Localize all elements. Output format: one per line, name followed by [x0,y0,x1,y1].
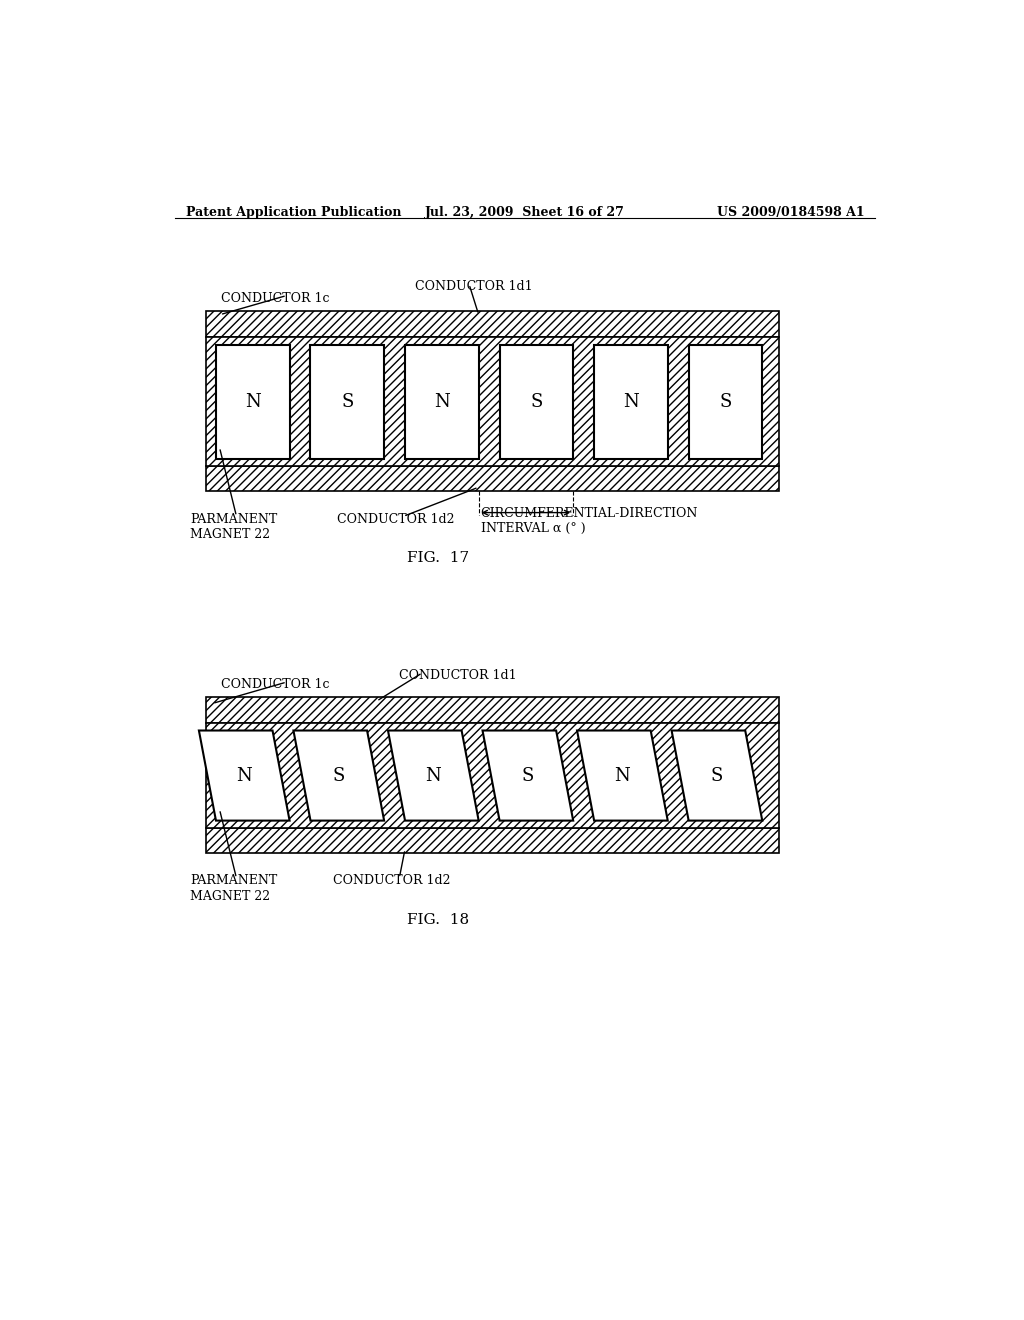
Text: Patent Application Publication: Patent Application Publication [186,206,401,219]
Text: S: S [719,393,731,411]
Bar [206,312,779,337]
Text: PARMANENT
MAGNET 22: PARMANENT MAGNET 22 [190,512,278,541]
Bar [206,466,779,491]
Polygon shape [482,730,573,821]
Bar [689,345,762,459]
Text: CONDUCTOR 1c: CONDUCTOR 1c [221,678,330,692]
Bar [206,829,779,853]
Text: S: S [333,767,345,784]
Bar [310,345,384,459]
Text: S: S [341,393,353,411]
Text: S: S [530,393,543,411]
Text: N: N [623,393,639,411]
Bar [206,723,779,829]
Text: Jul. 23, 2009  Sheet 16 of 27: Jul. 23, 2009 Sheet 16 of 27 [425,206,625,219]
Bar [594,345,668,459]
Bar [216,345,290,459]
Bar [206,697,779,723]
Polygon shape [294,730,384,821]
Text: CIRCUMFERENTIAL-DIRECTION
INTERVAL α (° ): CIRCUMFERENTIAL-DIRECTION INTERVAL α (° … [480,507,698,535]
Text: FIG.  18: FIG. 18 [407,913,469,927]
Text: CONDUCTOR 1d2: CONDUCTOR 1d2 [334,875,451,887]
Text: FIG.  17: FIG. 17 [407,552,469,565]
Text: CONDUCTOR 1d1: CONDUCTOR 1d1 [415,280,532,293]
Text: N: N [434,393,450,411]
Text: N: N [245,393,261,411]
Polygon shape [199,730,290,821]
Text: CONDUCTOR 1d1: CONDUCTOR 1d1 [399,669,517,682]
Polygon shape [388,730,478,821]
Bar [500,345,573,459]
Text: PARMANENT
MAGNET 22: PARMANENT MAGNET 22 [190,875,278,903]
Bar [406,345,478,459]
Text: N: N [614,767,630,784]
Text: N: N [237,767,252,784]
Text: S: S [711,767,723,784]
Text: S: S [521,767,535,784]
Text: CONDUCTOR 1d2: CONDUCTOR 1d2 [337,512,455,525]
Text: CONDUCTOR 1c: CONDUCTOR 1c [221,292,330,305]
Polygon shape [672,730,762,821]
Text: US 2009/0184598 A1: US 2009/0184598 A1 [717,206,864,219]
Bar [206,337,779,466]
Text: N: N [425,767,441,784]
Polygon shape [578,730,668,821]
